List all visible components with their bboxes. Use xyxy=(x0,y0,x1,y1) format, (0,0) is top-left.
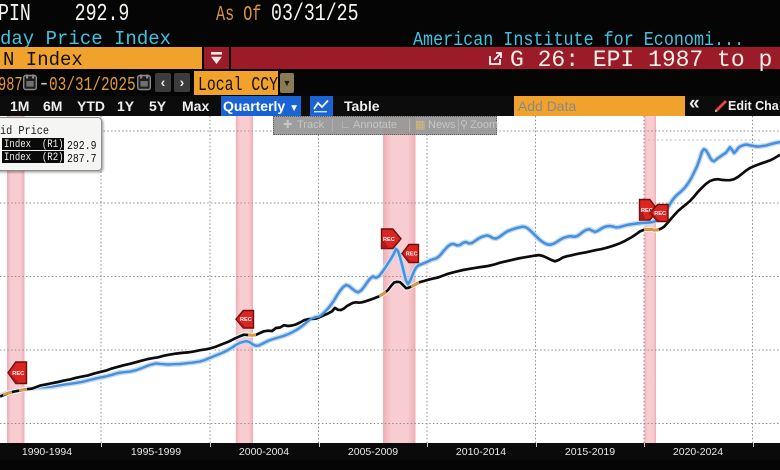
svg-text:REC: REC xyxy=(654,211,666,217)
svg-text:REC: REC xyxy=(641,208,653,214)
svg-text:REC: REC xyxy=(406,252,418,258)
svg-text:REC: REC xyxy=(12,371,24,377)
svg-text:REC: REC xyxy=(383,237,395,243)
svg-text:REC: REC xyxy=(240,317,252,323)
